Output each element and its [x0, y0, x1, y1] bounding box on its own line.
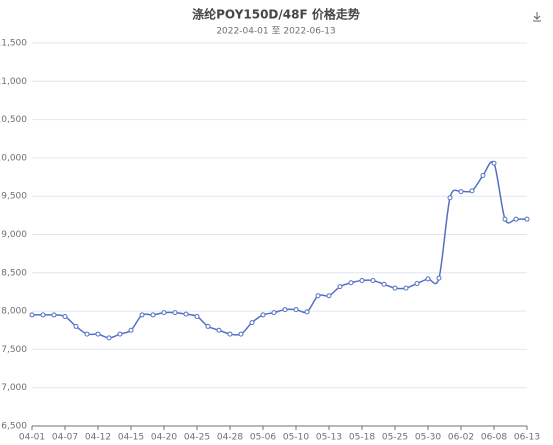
y-tick-label: 11,000: [0, 77, 27, 87]
data-point: [73, 323, 79, 329]
x-tick-label: 05-30: [415, 433, 441, 443]
data-point: [458, 189, 464, 195]
chart-title: 涤纶POY150D/48F 价格走势: [192, 7, 360, 22]
y-tick-label: 6,500: [1, 422, 27, 432]
data-point: [128, 327, 134, 333]
y-tick-label: 7,000: [1, 383, 27, 393]
data-point: [238, 331, 244, 337]
x-tick-label: 05-06: [250, 433, 276, 443]
data-point: [480, 173, 486, 179]
data-point: [337, 284, 343, 290]
y-tick-label: 7,500: [1, 345, 27, 355]
data-point: [348, 280, 354, 286]
x-tick-label: 04-12: [85, 433, 111, 443]
data-point: [29, 312, 35, 318]
data-point: [304, 309, 310, 315]
y-tick-label: 10,500: [0, 115, 27, 125]
data-point: [95, 331, 101, 337]
data-point: [84, 331, 90, 337]
x-tick-label: 04-28: [217, 433, 243, 443]
y-tick-label: 9,000: [1, 230, 27, 240]
data-point: [293, 307, 299, 313]
data-point: [249, 320, 255, 326]
data-point: [491, 160, 497, 166]
y-tick-label: 11,500: [0, 39, 27, 49]
y-tick-label: 10,000: [0, 153, 27, 163]
x-tick-label: 05-13: [316, 433, 342, 443]
data-point: [150, 312, 156, 318]
data-point: [425, 276, 431, 282]
x-tick-label: 05-18: [349, 433, 375, 443]
data-point: [315, 293, 321, 299]
series-line: [31, 160, 527, 339]
x-tick-label: 05-10: [283, 433, 309, 443]
data-point: [227, 331, 233, 337]
x-tick-label: 04-20: [151, 433, 177, 443]
data-point: [117, 331, 123, 337]
x-tick-label: 04-07: [52, 433, 78, 443]
data-point: [139, 312, 145, 318]
x-tick-label: 04-25: [184, 433, 210, 443]
data-point: [161, 310, 167, 316]
data-point: [414, 281, 420, 287]
x-tick-label: 06-13: [514, 433, 540, 443]
x-tick-label: 06-08: [481, 433, 507, 443]
data-point: [326, 293, 332, 299]
x-tick-label: 04-15: [118, 433, 144, 443]
data-point: [172, 310, 178, 316]
x-tick-label: 06-02: [448, 433, 474, 443]
data-point: [436, 275, 442, 281]
chart-subtitle: 2022-04-01 至 2022-06-13: [216, 26, 335, 37]
y-tick-label: 8,500: [1, 268, 27, 278]
data-point: [260, 312, 266, 318]
data-point: [194, 313, 200, 319]
data-point: [447, 195, 453, 201]
data-point: [469, 188, 475, 194]
data-point: [205, 323, 211, 329]
data-point: [183, 311, 189, 317]
data-point: [62, 313, 68, 319]
y-tick-label: 8,000: [1, 307, 27, 317]
data-point: [513, 216, 519, 222]
data-point: [392, 285, 398, 291]
x-tick-label: 05-25: [382, 433, 408, 443]
data-point: [359, 277, 365, 283]
download-glyph[interactable]: [533, 12, 541, 22]
data-point: [524, 216, 530, 222]
data-point: [51, 312, 57, 318]
data-point: [271, 310, 277, 316]
data-point: [282, 307, 288, 313]
download-icon[interactable]: [533, 12, 541, 22]
data-point: [403, 285, 409, 291]
data-point: [216, 327, 222, 333]
data-point: [502, 216, 508, 222]
data-point: [106, 335, 112, 341]
x-tick-label: 04-01: [19, 433, 45, 443]
data-point: [40, 312, 46, 318]
data-point: [381, 281, 387, 287]
y-tick-label: 9,500: [1, 192, 27, 202]
data-point: [370, 277, 376, 283]
